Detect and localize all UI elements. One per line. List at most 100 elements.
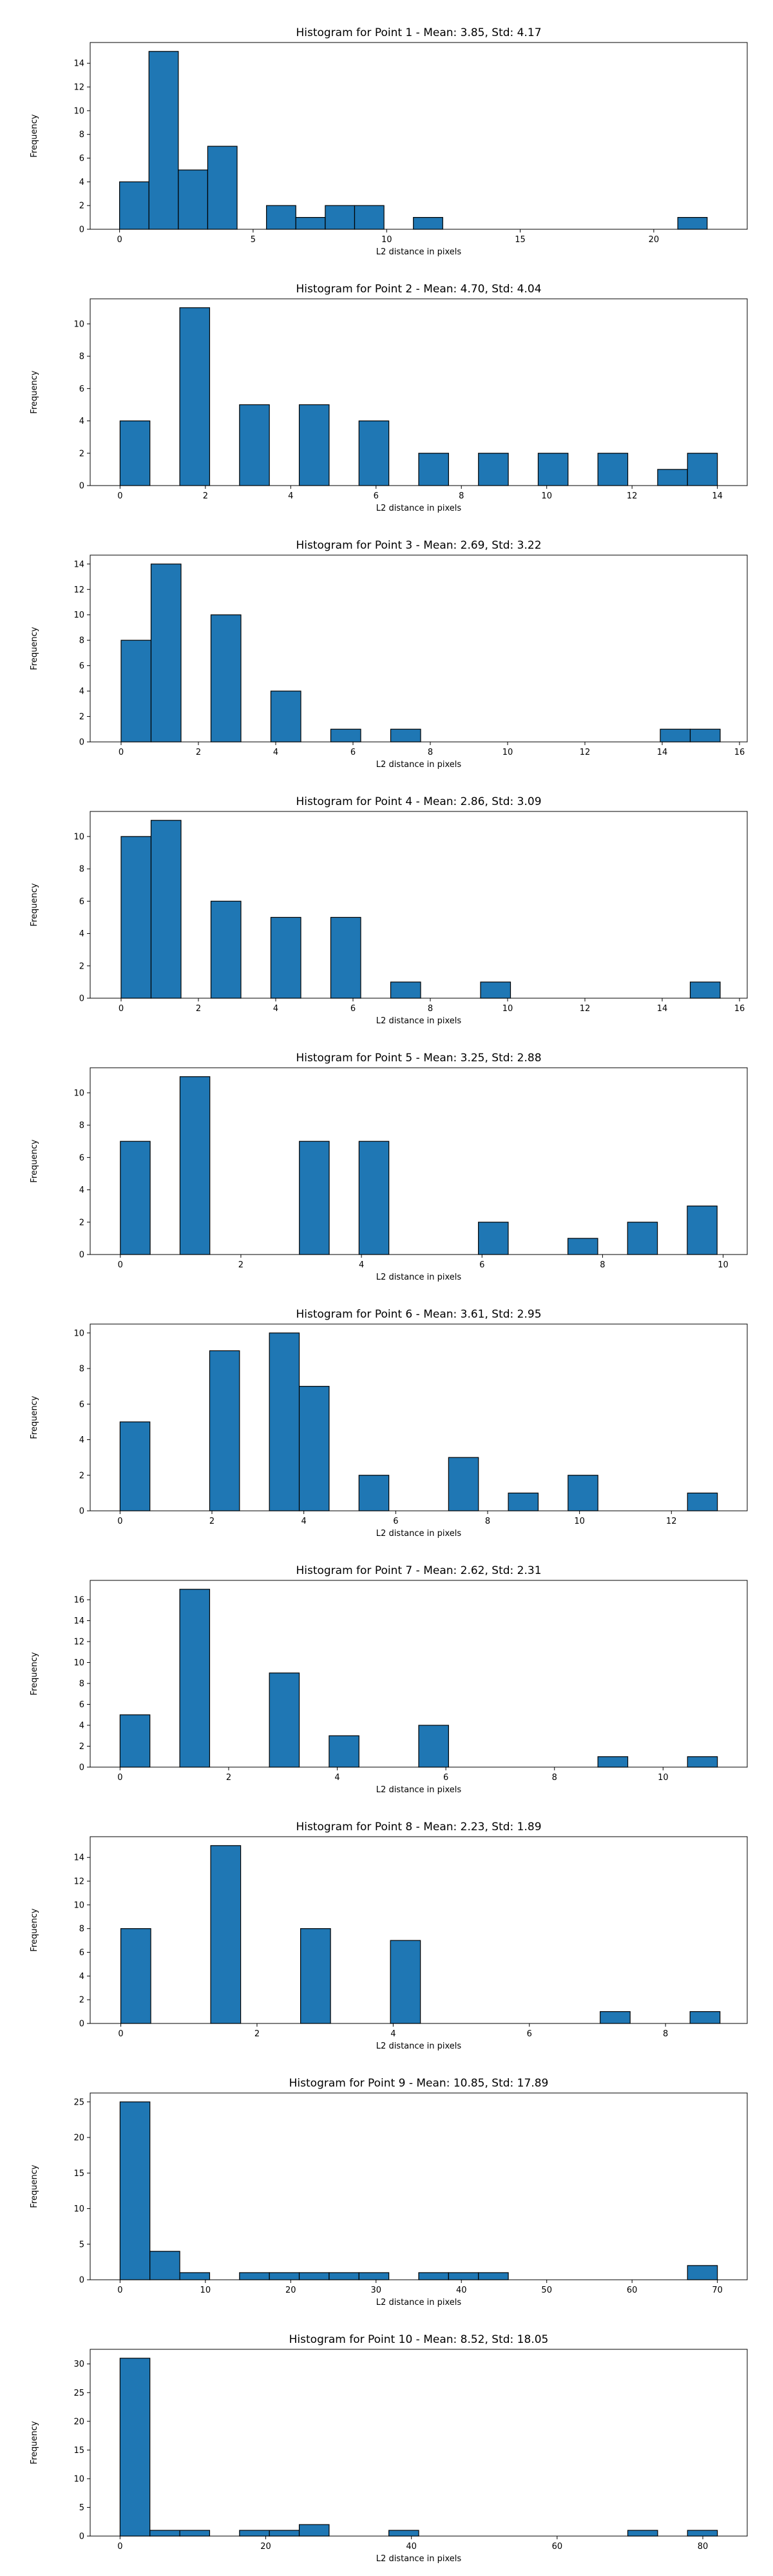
- histogram-panel: Histogram for Point 9 - Mean: 10.85, Std…: [30, 2077, 748, 2307]
- histogram-bar: [298, 2524, 330, 2537]
- histogram-bar: [418, 1725, 449, 1768]
- y-axis-label: Frequency: [30, 1652, 39, 1695]
- y-tick-label: 5: [79, 2503, 84, 2513]
- x-tick-label: 0: [117, 1773, 122, 1783]
- x-tick-label: 10: [200, 2286, 211, 2295]
- y-tick-label: 4: [79, 1186, 84, 1195]
- y-tick-label: 0: [79, 1507, 84, 1517]
- x-tick-label: 2: [196, 1004, 201, 1014]
- histogram-bar: [269, 1672, 300, 1768]
- histogram-bar: [300, 1928, 331, 2024]
- histogram-bar: [120, 1928, 151, 2024]
- y-tick-label: 15: [73, 2446, 84, 2456]
- histogram-bar: [568, 1238, 598, 1255]
- axes-frame: [90, 1323, 748, 1511]
- histogram-bar: [298, 2272, 330, 2280]
- y-tick-label: 10: [73, 1088, 84, 1098]
- x-tick-label: 10: [541, 491, 552, 501]
- y-tick-label: 0: [79, 994, 84, 1004]
- x-axis-label: L2 distance in pixels: [376, 760, 462, 770]
- axes-frame: [90, 2349, 748, 2537]
- x-tick-label: 6: [350, 1004, 356, 1014]
- histogram-bar: [266, 205, 296, 230]
- axes-frame: [90, 811, 748, 999]
- y-tick-label: 2: [79, 1742, 84, 1752]
- histogram-bar: [413, 216, 443, 230]
- x-tick-label: 2: [203, 491, 208, 501]
- y-tick-label: 0: [79, 225, 84, 235]
- histogram-bar: [508, 1492, 539, 1511]
- x-tick-label: 60: [552, 2542, 563, 2552]
- histogram-bar: [179, 2530, 211, 2537]
- x-tick-label: 20: [649, 235, 660, 245]
- y-tick-label: 8: [79, 1680, 84, 1689]
- y-tick-label: 30: [73, 2360, 84, 2369]
- histogram-bar: [478, 453, 509, 486]
- y-tick-label: 8: [79, 1365, 84, 1374]
- x-tick-label: 30: [370, 2286, 381, 2295]
- y-tick-label: 6: [79, 384, 84, 394]
- histogram-panel: Histogram for Point 1 - Mean: 3.85, Std:…: [30, 26, 748, 257]
- chart-title: Histogram for Point 8 - Mean: 2.23, Std:…: [296, 1821, 541, 1833]
- chart-title: Histogram for Point 2 - Mean: 4.70, Std:…: [296, 283, 541, 296]
- y-tick-label: 0: [79, 2020, 84, 2029]
- x-tick-label: 0: [117, 2542, 122, 2552]
- x-tick-label: 0: [119, 1004, 124, 1014]
- y-axis-label: Frequency: [30, 1396, 39, 1439]
- histogram-bar: [329, 2272, 359, 2280]
- histogram-bar: [119, 420, 151, 486]
- y-tick-label: 12: [73, 585, 84, 595]
- x-tick-label: 10: [502, 748, 513, 757]
- y-tick-label: 8: [79, 1121, 84, 1131]
- x-tick-label: 8: [485, 1517, 490, 1526]
- histogram-bar: [354, 205, 385, 230]
- x-tick-label: 40: [406, 2542, 417, 2552]
- y-tick-label: 2: [79, 1996, 84, 2005]
- y-axis-label: Frequency: [30, 1908, 39, 1951]
- x-tick-label: 60: [627, 2286, 638, 2295]
- histogram-bar: [179, 307, 211, 486]
- y-tick-label: 2: [79, 449, 84, 459]
- histogram-bar: [687, 1756, 718, 1768]
- chart-title: Histogram for Point 4 - Mean: 2.86, Std:…: [296, 795, 541, 808]
- histogram-bar: [689, 2011, 721, 2024]
- x-tick-label: 14: [657, 748, 668, 757]
- histogram-bar: [120, 836, 152, 999]
- histogram-bar: [210, 900, 242, 999]
- x-axis-label: L2 distance in pixels: [376, 1273, 462, 1282]
- histogram-bar: [179, 1076, 211, 1255]
- x-tick-label: 4: [301, 1517, 307, 1526]
- x-tick-label: 6: [350, 748, 356, 757]
- histogram-bar: [388, 2530, 419, 2537]
- chart-title: Histogram for Point 9 - Mean: 10.85, Std…: [289, 2077, 549, 2090]
- histogram-bar: [600, 2011, 631, 2024]
- histogram-bar: [209, 1350, 240, 1511]
- y-tick-label: 12: [73, 1638, 84, 1647]
- y-tick-label: 10: [73, 2474, 84, 2484]
- y-tick-label: 4: [79, 178, 84, 187]
- histogram-bar: [687, 453, 718, 486]
- histogram-bar: [657, 469, 688, 486]
- x-tick-label: 4: [359, 1260, 364, 1270]
- x-tick-label: 0: [117, 2286, 122, 2295]
- histogram-bar: [568, 1475, 598, 1511]
- histogram-bar: [149, 2530, 180, 2537]
- histogram-bar: [210, 1845, 242, 2024]
- histogram-bar: [390, 981, 421, 999]
- x-tick-label: 8: [459, 491, 464, 501]
- histogram-bar: [178, 169, 209, 230]
- x-tick-label: 10: [381, 235, 392, 245]
- y-axis-label: Frequency: [30, 2164, 39, 2208]
- y-tick-label: 4: [79, 417, 84, 426]
- y-tick-label: 2: [79, 1471, 84, 1481]
- histogram-panel: Histogram for Point 10 - Mean: 8.52, Std…: [30, 2333, 748, 2564]
- histogram-bar: [627, 2530, 658, 2537]
- histogram-bar: [150, 820, 182, 999]
- y-tick-label: 0: [79, 1763, 84, 1773]
- histogram-bar: [448, 2272, 479, 2280]
- histogram-bar: [418, 2272, 449, 2280]
- histogram-bar: [119, 2101, 151, 2280]
- y-tick-label: 6: [79, 661, 84, 671]
- histogram-bar: [597, 453, 629, 486]
